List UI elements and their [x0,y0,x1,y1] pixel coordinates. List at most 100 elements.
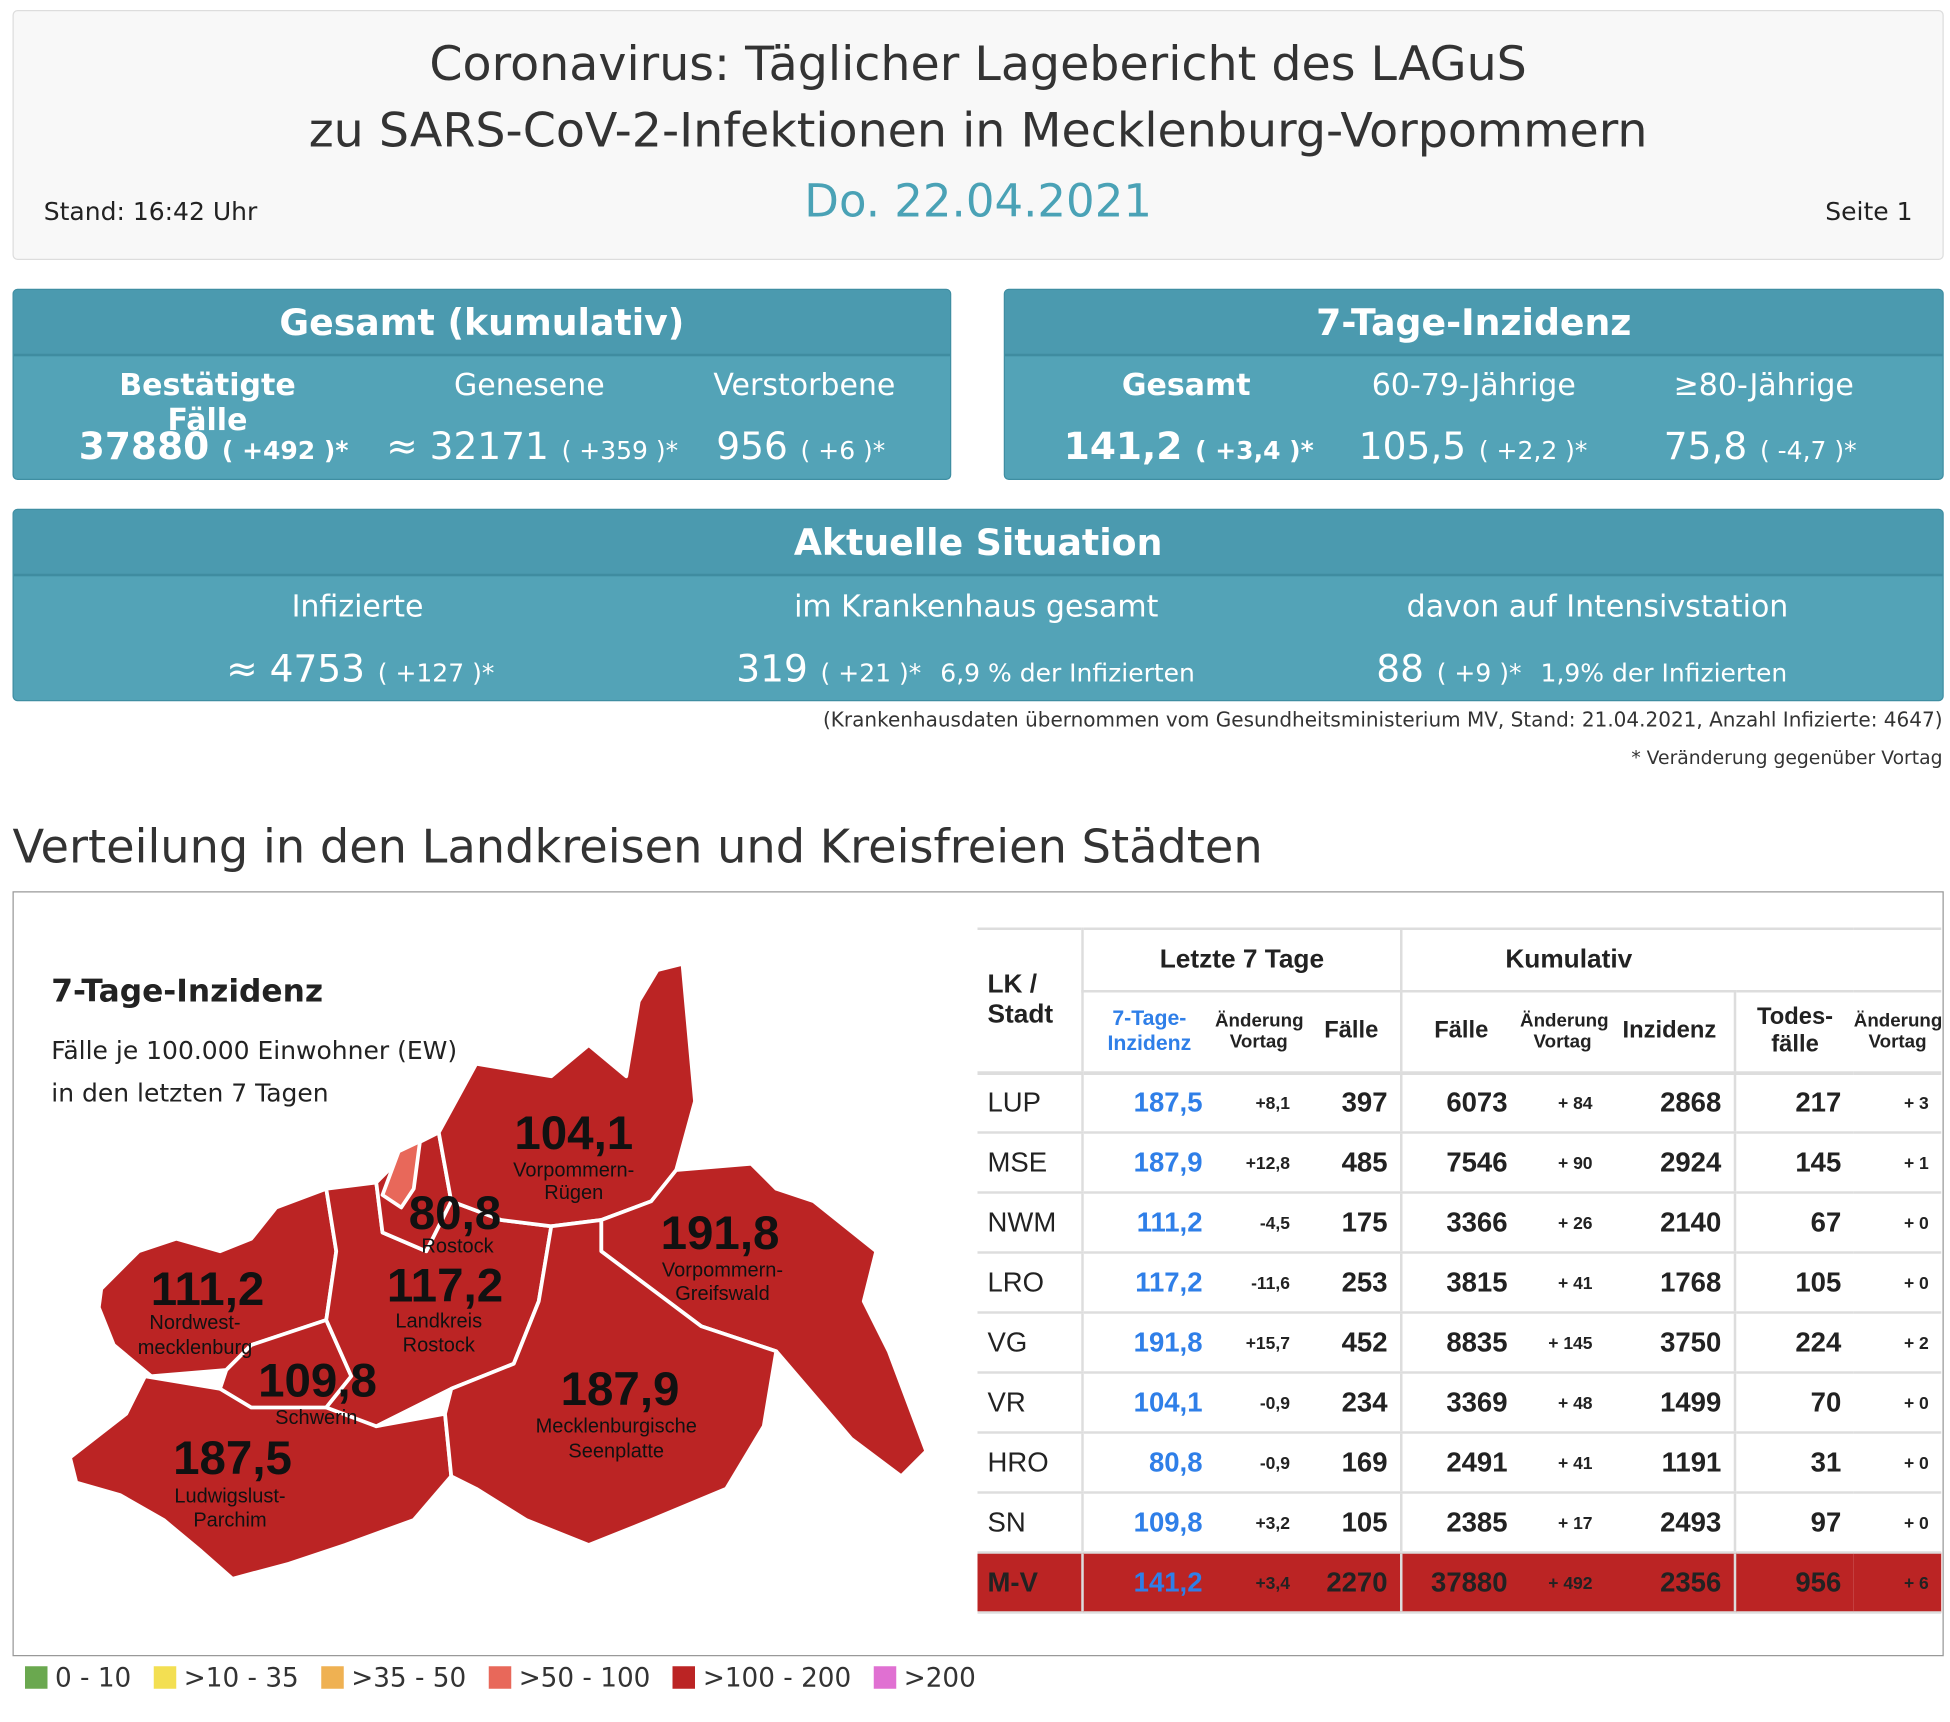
inzidenz-panel: 7-Tage-Inzidenz Gesamt 60-79-Jährige ≥80… [1003,288,1944,480]
cases-total-cell: 2385 [1400,1492,1521,1554]
change-bestaetigt: ( +492 )* [221,435,349,465]
title-line-1: Coronavirus: Täglicher Lagebericht des L… [429,36,1527,92]
cases-total-cell: 3366 [1400,1192,1521,1254]
deaths-cell: 224 [1733,1312,1854,1374]
table-row: VR 104,1 -0,9 234 3369 + 48 1499 70 + 0 [977,1372,1942,1434]
asterisk-note: * Veränderung gegenüber Vortag [1631,746,1943,769]
aktuell-title: Aktuelle Situation [13,510,1943,577]
cases-7d-cell: 105 [1302,1492,1402,1554]
cases-total-cell: 37880 [1400,1552,1521,1614]
section-title: Verteilung in den Landkreisen und Kreisf… [12,820,1263,874]
header-lk-stadt: LK / Stadt [977,928,1083,1075]
district-cell: LUP [977,1072,1083,1134]
incidence-total-cell: 2924 [1605,1132,1736,1194]
header-inzidenz-kum: Inzidenz [1605,991,1736,1074]
deaths-cell: 217 [1733,1072,1854,1134]
cases-7d-cell: 2270 [1302,1552,1402,1614]
legend-label: >200 [903,1662,976,1693]
value-intensiv: 88 [1376,647,1424,692]
table-row: M-V 141,2 +3,4 2270 37880 + 492 2356 956 + 6 [977,1552,1942,1614]
aktuell-panel: Aktuelle Situation Infizierte im Kranken… [12,508,1944,702]
legend-label: >35 - 50 [351,1662,467,1693]
map-name-lro-1: Landkreis [395,1311,482,1333]
cases-7d-cell: 234 [1302,1372,1402,1434]
cases-7d-cell: 452 [1302,1312,1402,1374]
change-cases-cell: + 492 [1520,1552,1606,1614]
deaths-cell: 70 [1733,1372,1854,1434]
legend-label: 0 - 10 [55,1662,132,1693]
deaths-cell: 31 [1733,1432,1854,1494]
change-7d-cell: +15,7 [1215,1312,1303,1374]
report-header: Coronavirus: Täglicher Lagebericht des L… [12,10,1944,260]
cases-total-cell: 2491 [1400,1432,1521,1494]
cases-total-cell: 7546 [1400,1132,1521,1194]
deaths-cell: 145 [1733,1132,1854,1194]
legend-swatch [488,1666,512,1689]
map-value-vr: 104,1 [514,1107,633,1160]
change-deaths-cell: + 0 [1853,1492,1942,1554]
map-name-mse-2: Seenplatte [568,1441,664,1463]
stand-time: Stand: 16:42 Uhr [43,196,258,227]
table-row: LRO 117,2 -11,6 253 3815 + 41 1768 105 + 0 [977,1252,1942,1314]
incidence-7d-cell: 191,8 [1081,1312,1215,1374]
change-verstorbene: ( +6 )* [800,435,886,465]
header-todesfaelle: Todes-fälle [1733,991,1854,1074]
label-krankenhaus: im Krankenhaus gesamt [794,588,1159,624]
map-name-vg-1: Vorpommern- [662,1259,783,1281]
incidence-total-cell: 2356 [1605,1552,1736,1614]
incidence-total-cell: 1191 [1605,1432,1736,1494]
deaths-cell: 67 [1733,1192,1854,1254]
hospital-note: (Krankenhausdaten übernommen vom Gesundh… [823,707,1943,732]
change-cases-cell: + 41 [1520,1432,1606,1494]
change-deaths-cell: + 0 [1853,1372,1942,1434]
map-value-lup: 187,5 [173,1432,292,1485]
header-aenderung-tod: Änderung Vortag [1853,991,1942,1074]
change-cases-cell: + 90 [1520,1132,1606,1194]
legend-swatch [321,1666,344,1689]
cases-7d-cell: 175 [1302,1192,1402,1254]
change-cases-cell: + 26 [1520,1192,1606,1254]
district-cell: HRO [977,1432,1083,1494]
label-intensiv: davon auf Intensivstation [1406,588,1789,624]
header-7-tage-inzidenz: 7-Tage-Inzidenz [1081,991,1215,1074]
change-cases-cell: + 145 [1520,1312,1606,1374]
rostock-warnemuende-patch [380,1139,422,1210]
header-faelle-7: Fälle [1302,991,1402,1074]
map-value-vg: 191,8 [661,1207,780,1260]
deaths-cell: 97 [1733,1492,1854,1554]
legend: 0 - 10 >10 - 35 >35 - 50 >50 - 100 >100 - 20… [25,1663,976,1693]
change-7d-cell: +3,4 [1215,1552,1303,1614]
legend-item: >50 - 100 [488,1663,650,1693]
incidence-total-cell: 1499 [1605,1372,1736,1434]
incidence-7d-cell: 109,8 [1081,1492,1215,1554]
map-value-sn: 109,8 [258,1354,377,1407]
incidence-7d-cell: 80,8 [1081,1432,1215,1494]
header-aenderung-kum: Änderung Vortag [1520,991,1609,1074]
legend-item: >200 [873,1662,976,1693]
region-mecklenburgische-seenplatte[interactable] [443,1218,779,1547]
legend-label: >100 - 200 [702,1662,852,1693]
change-deaths-cell: + 0 [1853,1252,1942,1314]
change-7d-cell: +12,8 [1215,1132,1303,1194]
table-row: NWM 111,2 -4,5 175 3366 + 26 2140 67 + 0 [977,1192,1942,1254]
change-deaths-cell: + 2 [1853,1312,1942,1374]
incidence-7d-cell: 187,9 [1081,1132,1215,1194]
map-name-lup-2: Parchim [193,1509,266,1531]
change-genesene: ( +359 )* [561,435,679,465]
table-row: LUP 187,5 +8,1 397 6073 + 84 2868 217 + 3 [977,1072,1942,1134]
change-cases-cell: + 41 [1520,1252,1606,1314]
change-infizierte: ( +127 )* [377,657,495,688]
table-row: MSE 187,9 +12,8 485 7546 + 90 2924 145 + 1 [977,1132,1942,1194]
label-verstorbene: Verstorbene [713,367,896,403]
map-name-mse-1: Mecklenburgische [536,1416,697,1438]
value-infizierte: ≈ 4753 [226,647,366,692]
mv-map: 104,1 Vorpommern- Rügen 80,8 Rostock 117… [68,961,929,1581]
table-row: HRO 80,8 -0,9 169 2491 + 41 1191 31 + 0 [977,1432,1942,1494]
map-name-hro: Rostock [421,1236,494,1258]
map-name-lup-1: Ludwigslust- [174,1486,285,1508]
district-table: LK / Stadt Letzte 7 Tage Kumulativ 7-Tag… [977,928,1942,1614]
region-vorpommern-ruegen[interactable] [436,961,697,1229]
map-subtitle-2: in den letzten 7 Tagen [51,1077,329,1108]
title-line-2: zu SARS-CoV-2-Infektionen in Mecklenburg… [308,102,1648,158]
change-deaths-cell: + 0 [1853,1432,1942,1494]
